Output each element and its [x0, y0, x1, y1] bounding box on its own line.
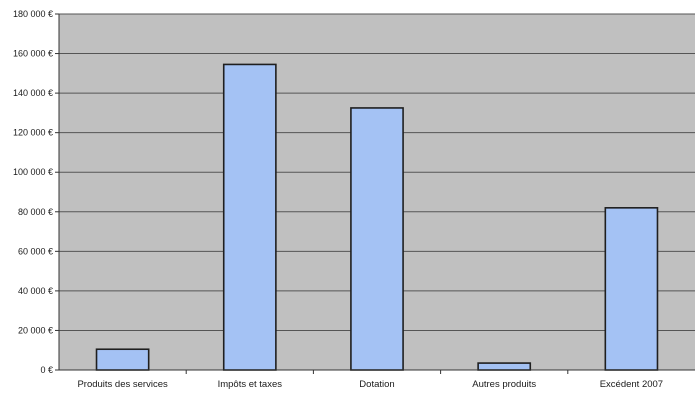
y-tick-label: 160 000 €: [13, 49, 53, 59]
y-tick-label: 60 000 €: [18, 246, 53, 256]
x-axis-ticks: Produits des services Impôts et taxes Dota…: [77, 370, 663, 390]
y-tick-label: 20 000 €: [18, 325, 53, 335]
bar: [224, 64, 276, 370]
bar: [605, 208, 657, 370]
y-tick-label: 0 €: [40, 365, 53, 375]
y-axis-ticks: 0 € 20 000 € 40 000 € 60 000 € 80 000 € 100 0…: [13, 9, 59, 375]
y-tick-label: 80 000 €: [18, 207, 53, 217]
y-tick-label: 120 000 €: [13, 128, 53, 138]
x-tick-label: Impôts et taxes: [218, 379, 283, 390]
x-tick-label: Excédent 2007: [600, 379, 663, 390]
bar: [97, 349, 149, 370]
x-tick-label: Produits des services: [77, 379, 168, 390]
x-tick-label: Dotation: [359, 379, 394, 390]
bar: [478, 363, 530, 370]
bar: [351, 108, 403, 370]
y-tick-label: 180 000 €: [13, 9, 53, 19]
x-tick-label: Autres produits: [472, 379, 536, 390]
y-tick-label: 100 000 €: [13, 167, 53, 177]
y-tick-label: 140 000 €: [13, 88, 53, 98]
y-tick-label: 40 000 €: [18, 286, 53, 296]
